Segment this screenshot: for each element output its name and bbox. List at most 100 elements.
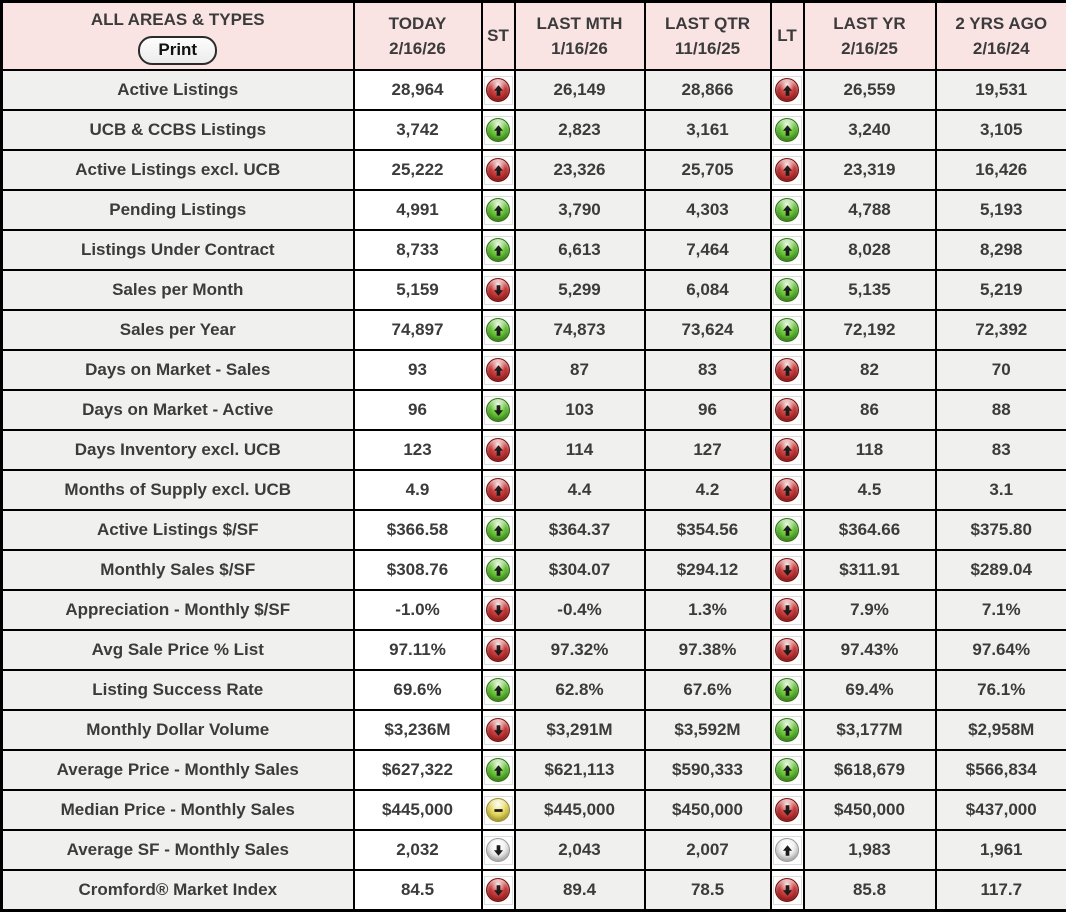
st-trend-cell xyxy=(482,630,515,670)
last-yr-value-cell: $311.91 xyxy=(804,550,936,590)
last-yr-value-cell: 69.4% xyxy=(804,670,936,710)
trend-down-red-icon xyxy=(484,596,513,625)
two-yrs-ago-value-cell: 3.1 xyxy=(936,470,1066,510)
trend-down-red-icon xyxy=(484,716,513,745)
column-label: LAST YR xyxy=(805,11,935,37)
last-qtr-value-cell: 1.3% xyxy=(645,590,771,630)
trend-up-red-icon xyxy=(773,436,802,465)
two-yrs-ago-value-cell: 76.1% xyxy=(936,670,1066,710)
lt-trend-cell xyxy=(771,550,804,590)
row-label: Listing Success Rate xyxy=(2,670,354,710)
row-label: Days Inventory excl. UCB xyxy=(2,430,354,470)
st-trend-cell xyxy=(482,230,515,270)
two-yrs-ago-value-cell: 83 xyxy=(936,430,1066,470)
trend-down-red-icon xyxy=(773,556,802,585)
today-value-cell: $3,236M xyxy=(354,710,482,750)
two-yrs-ago-value-cell: 19,531 xyxy=(936,70,1066,110)
last-mth-value-cell: -0.4% xyxy=(515,590,645,630)
table-row: Monthly Sales $/SF$308.76$304.07$294.12$… xyxy=(2,550,1066,590)
trend-down-neutral-icon xyxy=(484,836,513,865)
last-yr-value-cell: 97.43% xyxy=(804,630,936,670)
lt-trend-cell xyxy=(771,630,804,670)
last-qtr-value-cell: $354.56 xyxy=(645,510,771,550)
table-row: Average Price - Monthly Sales$627,322$62… xyxy=(2,750,1066,790)
last-mth-value-cell: $364.37 xyxy=(515,510,645,550)
st-trend-cell xyxy=(482,550,515,590)
last-mth-value-cell: 103 xyxy=(515,390,645,430)
last-mth-value-cell: 2,823 xyxy=(515,110,645,150)
two-yrs-ago-value-cell: 88 xyxy=(936,390,1066,430)
two-yrs-ago-value-cell: $375.80 xyxy=(936,510,1066,550)
col-header-lt: LT xyxy=(771,2,804,71)
print-button[interactable]: Print xyxy=(138,36,217,65)
last-yr-value-cell: 26,559 xyxy=(804,70,936,110)
last-yr-value-cell: 5,135 xyxy=(804,270,936,310)
lt-trend-cell xyxy=(771,670,804,710)
st-trend-cell xyxy=(482,190,515,230)
last-qtr-value-cell: $294.12 xyxy=(645,550,771,590)
lt-trend-cell xyxy=(771,110,804,150)
col-header-st: ST xyxy=(482,2,515,71)
trend-up-red-icon xyxy=(484,356,513,385)
row-label: Days on Market - Active xyxy=(2,390,354,430)
trend-up-green-icon xyxy=(773,236,802,265)
trend-up-green-icon xyxy=(773,116,802,145)
table-row: Active Listings $/SF$366.58$364.37$354.5… xyxy=(2,510,1066,550)
today-value-cell: 74,897 xyxy=(354,310,482,350)
today-value-cell: 123 xyxy=(354,430,482,470)
st-trend-cell xyxy=(482,390,515,430)
last-mth-value-cell: 26,149 xyxy=(515,70,645,110)
trend-up-red-icon xyxy=(773,396,802,425)
two-yrs-ago-value-cell: 72,392 xyxy=(936,310,1066,350)
last-mth-value-cell: 2,043 xyxy=(515,830,645,870)
last-qtr-value-cell: 28,866 xyxy=(645,70,771,110)
table-row: Median Price - Monthly Sales$445,000$445… xyxy=(2,790,1066,830)
trend-up-green-icon xyxy=(484,236,513,265)
st-trend-cell xyxy=(482,710,515,750)
trend-up-green-icon xyxy=(484,676,513,705)
lt-trend-cell xyxy=(771,590,804,630)
last-qtr-value-cell: 3,161 xyxy=(645,110,771,150)
row-label: Listings Under Contract xyxy=(2,230,354,270)
last-qtr-value-cell: 78.5 xyxy=(645,870,771,911)
trend-up-red-icon xyxy=(773,356,802,385)
two-yrs-ago-value-cell: 97.64% xyxy=(936,630,1066,670)
trend-up-red-icon xyxy=(484,436,513,465)
row-label: Appreciation - Monthly $/SF xyxy=(2,590,354,630)
st-trend-cell xyxy=(482,790,515,830)
column-date: 11/16/25 xyxy=(646,37,770,61)
last-qtr-value-cell: 73,624 xyxy=(645,310,771,350)
last-qtr-value-cell: 2,007 xyxy=(645,830,771,870)
column-label: 2 YRS AGO xyxy=(937,11,1066,37)
today-value-cell: 2,032 xyxy=(354,830,482,870)
today-value-cell: 4,991 xyxy=(354,190,482,230)
last-qtr-value-cell: 127 xyxy=(645,430,771,470)
two-yrs-ago-value-cell: $289.04 xyxy=(936,550,1066,590)
trend-up-red-icon xyxy=(484,476,513,505)
trend-up-red-icon xyxy=(484,76,513,105)
row-label: Pending Listings xyxy=(2,190,354,230)
today-value-cell: $445,000 xyxy=(354,790,482,830)
last-yr-value-cell: $450,000 xyxy=(804,790,936,830)
today-value-cell: 3,742 xyxy=(354,110,482,150)
table-title: ALL AREAS & TYPES xyxy=(3,7,353,33)
st-trend-cell xyxy=(482,750,515,790)
last-yr-value-cell: 7.9% xyxy=(804,590,936,630)
lt-trend-cell xyxy=(771,390,804,430)
last-mth-value-cell: 74,873 xyxy=(515,310,645,350)
row-label: Days on Market - Sales xyxy=(2,350,354,390)
column-label: LAST QTR xyxy=(646,11,770,37)
lt-trend-cell xyxy=(771,270,804,310)
st-trend-cell xyxy=(482,70,515,110)
last-yr-value-cell: $3,177M xyxy=(804,710,936,750)
trend-down-red-icon xyxy=(773,596,802,625)
st-trend-cell xyxy=(482,870,515,911)
